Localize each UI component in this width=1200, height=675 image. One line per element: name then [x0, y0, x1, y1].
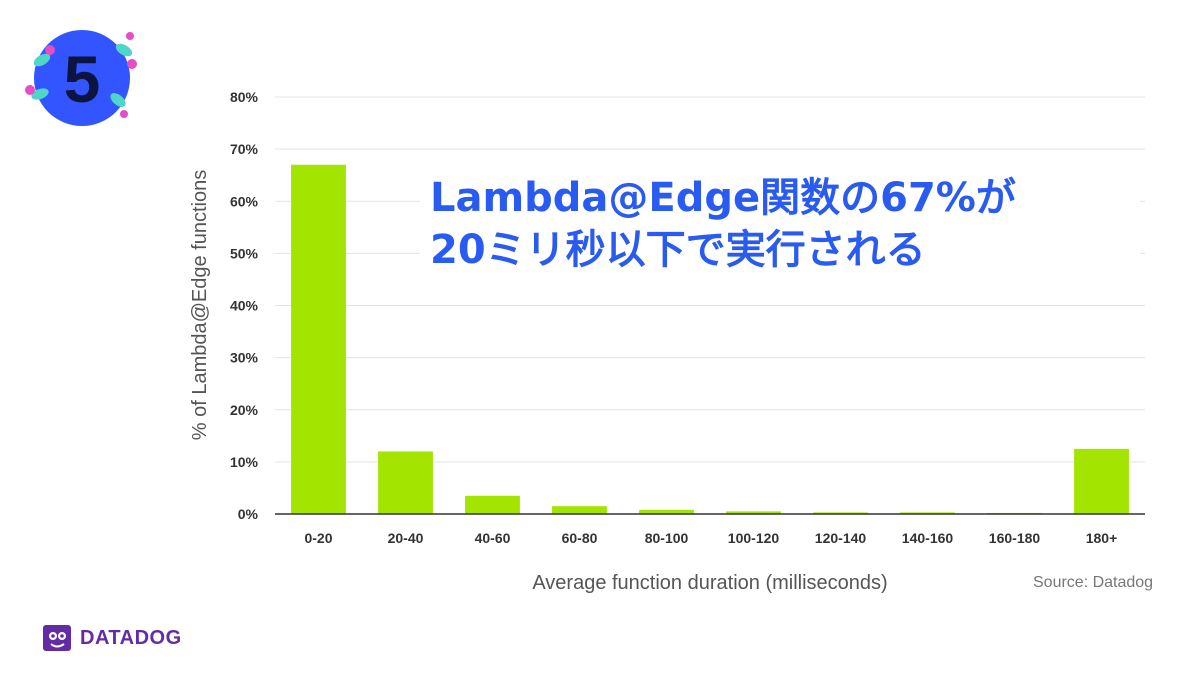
bar-140-160	[900, 512, 955, 514]
x-tick-label: 0-20	[304, 530, 332, 546]
datadog-logo: DATADOG	[40, 620, 182, 656]
logo-text: DATADOG	[80, 626, 182, 649]
y-tick-label: 30%	[230, 350, 259, 366]
bar-0-20	[291, 164, 346, 514]
bar-180+	[1074, 448, 1129, 514]
x-tick-label: 120-140	[815, 530, 867, 546]
bar-100-120	[726, 511, 781, 514]
x-tick-label: 140-160	[902, 530, 954, 546]
headline-callout: Lambda@Edge関数の67%が 20ミリ秒以下で実行される	[420, 166, 1140, 280]
y-tick-label: 60%	[230, 193, 259, 209]
y-tick-label: 70%	[230, 141, 259, 157]
source-note: Source: Datadog	[1033, 574, 1154, 591]
confetti-badge-icon: 5	[20, 20, 150, 130]
badge-number: 5	[64, 42, 101, 116]
y-tick-label: 0%	[238, 506, 259, 522]
x-axis-title: Average function duration (milliseconds)	[532, 572, 887, 594]
bar-60-80	[552, 506, 607, 514]
headline-line-2: 20ミリ秒以下で実行される	[430, 227, 926, 273]
y-tick-label: 40%	[230, 298, 259, 314]
x-tick-label: 40-60	[475, 530, 511, 546]
bar-20-40	[378, 451, 433, 514]
x-tick-label: 80-100	[645, 530, 689, 546]
bar-40-60	[465, 495, 520, 514]
y-tick-label: 50%	[230, 245, 259, 261]
x-tick-label: 160-180	[989, 530, 1041, 546]
y-tick-label: 80%	[230, 89, 259, 105]
bar-120-140	[813, 512, 868, 514]
x-tick-label: 20-40	[388, 530, 424, 546]
x-tick-label: 180+	[1086, 530, 1118, 546]
bar-80-100	[639, 509, 694, 514]
badge-circle	[34, 30, 130, 126]
y-axis-title: % of Lambda@Edge functions	[189, 170, 211, 440]
datadog-dog-icon	[43, 625, 71, 651]
y-axis-ticks: 0% 10% 20% 30% 40% 50% 60% 70% 80%	[230, 89, 259, 522]
headline-line-1: Lambda@Edge関数の67%が	[430, 175, 1016, 221]
y-tick-label: 20%	[230, 402, 259, 418]
x-axis-ticks: 0-20 20-40 40-60 60-80 80-100 100-120 120-140 1…	[304, 530, 1117, 546]
chart-bars	[291, 164, 1129, 514]
x-tick-label: 100-120	[728, 530, 780, 546]
x-tick-label: 60-80	[562, 530, 598, 546]
y-tick-label: 10%	[230, 454, 259, 470]
